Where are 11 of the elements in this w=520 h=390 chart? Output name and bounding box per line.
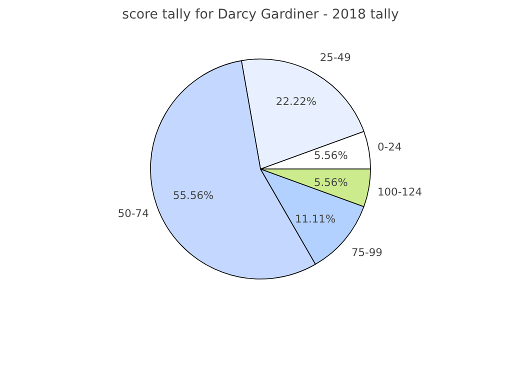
slice-label: 0-24 [377, 140, 402, 154]
data-label: 22.22% [276, 95, 317, 108]
data-label: 55.56% [172, 189, 214, 202]
chart-title: score tally for Darcy Gardiner - 2018 tally [122, 8, 399, 22]
slice-label: 75-99 [351, 246, 383, 260]
slice-label: 100-124 [377, 185, 422, 198]
data-label: 5.56% [314, 176, 348, 190]
data-label: 5.56% [314, 148, 348, 162]
slice-label: 50-74 [118, 207, 150, 220]
data-label: 11.11% [294, 212, 336, 226]
slice-label: 25-49 [320, 51, 352, 64]
